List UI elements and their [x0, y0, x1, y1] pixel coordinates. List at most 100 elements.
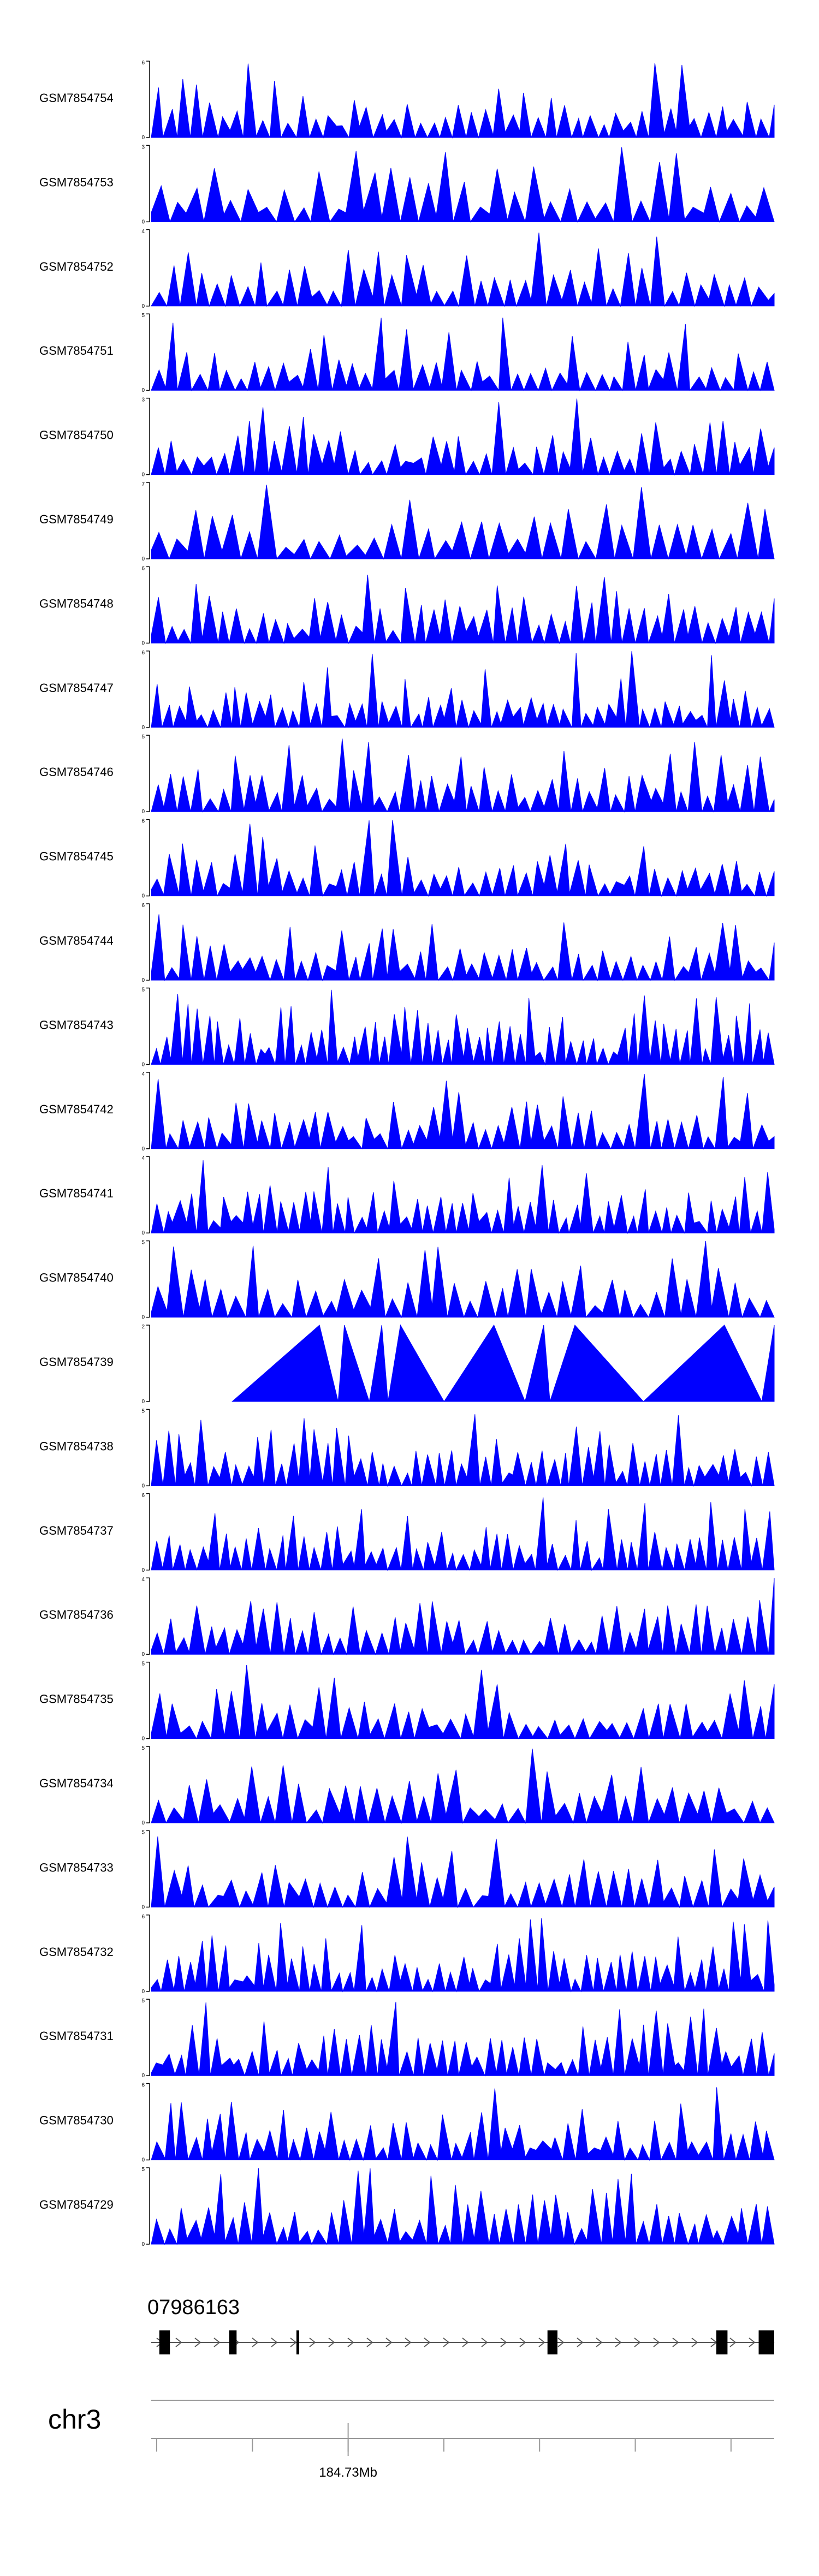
track-label: GSM7854736 — [39, 1608, 114, 1621]
gene-model: 07986163 — [147, 2296, 775, 2354]
y-max-label: 3 — [141, 397, 145, 403]
track-label: GSM7854739 — [39, 1355, 114, 1369]
y-min-label: 0 — [141, 556, 145, 562]
y-max-label: 6 — [141, 650, 145, 656]
strand-arrow — [615, 2338, 622, 2347]
track-label: GSM7854741 — [39, 1186, 114, 1200]
track-GSM7854731: GSM7854731 5 0 — [39, 1998, 775, 2079]
coverage-area — [151, 485, 775, 560]
coverage-area — [151, 1918, 775, 1993]
y-min-label: 0 — [141, 809, 145, 815]
strand-arrow — [519, 2338, 526, 2347]
coverage-area — [151, 575, 775, 645]
strand-arrow — [462, 2338, 469, 2347]
y-max-label: 4 — [141, 229, 145, 235]
y-min-label: 0 — [141, 303, 145, 309]
track-label: GSM7854731 — [39, 2029, 114, 2043]
y-min-label: 0 — [141, 1989, 145, 1995]
track-GSM7854739: GSM7854739 2 0 — [39, 1324, 775, 1405]
track-GSM7854751: GSM7854751 5 0 — [39, 313, 775, 393]
strand-arrow — [366, 2338, 373, 2347]
strand-arrow — [309, 2338, 316, 2347]
coverage-area — [151, 651, 775, 729]
coverage-area — [231, 1324, 775, 1403]
y-max-label: 6 — [141, 819, 145, 825]
track-label: GSM7854751 — [39, 344, 114, 357]
y-min-label: 0 — [141, 1399, 145, 1405]
coverage-area — [151, 232, 775, 307]
track-GSM7854744: GSM7854744 6 0 — [39, 903, 775, 983]
track-GSM7854746: GSM7854746 5 0 — [39, 734, 775, 815]
y-max-label: 4 — [141, 1577, 145, 1583]
track-label: GSM7854747 — [39, 681, 114, 695]
track-GSM7854747: GSM7854747 6 0 — [39, 650, 775, 731]
y-max-label: 2 — [141, 1324, 145, 1330]
coverage-area — [151, 738, 775, 813]
y-min-label: 0 — [141, 1736, 145, 1742]
coverage-area — [151, 1836, 775, 1909]
strand-arrow — [347, 2338, 354, 2347]
y-min-label: 0 — [141, 472, 145, 478]
track-GSM7854730: GSM7854730 6 0 — [39, 2083, 775, 2163]
gene-exon — [229, 2330, 237, 2354]
gene-exon — [159, 2330, 170, 2354]
coverage-area — [151, 63, 775, 139]
track-GSM7854737: GSM7854737 6 0 — [39, 1493, 775, 1573]
track-GSM7854753: GSM7854753 3 0 — [39, 144, 775, 225]
track-label: GSM7854744 — [39, 934, 114, 947]
coverage-area — [151, 398, 775, 476]
chromosome-label: chr3 — [48, 2404, 101, 2435]
y-max-label: 7 — [141, 481, 145, 487]
strand-arrow — [385, 2338, 393, 2347]
y-max-label: 3 — [141, 144, 145, 150]
track-label: GSM7854738 — [39, 1439, 114, 1453]
axis-tick-label: 184.73Mb — [319, 2465, 377, 2480]
coverage-area — [151, 2168, 775, 2245]
track-GSM7854743: GSM7854743 5 0 — [39, 987, 775, 1068]
strand-arrow — [290, 2338, 297, 2347]
track-GSM7854734: GSM7854734 5 0 — [39, 1745, 775, 1826]
track-label: GSM7854745 — [39, 850, 114, 863]
y-min-label: 0 — [141, 1820, 145, 1826]
coverage-area — [151, 318, 775, 392]
strand-arrow — [252, 2338, 259, 2347]
y-max-label: 5 — [141, 1745, 145, 1751]
coverage-area — [151, 2001, 775, 2077]
track-label: GSM7854735 — [39, 1692, 114, 1706]
track-label: GSM7854746 — [39, 765, 114, 779]
track-label: GSM7854743 — [39, 1018, 114, 1031]
y-max-label: 4 — [141, 1155, 145, 1161]
coverage-area — [151, 820, 775, 897]
track-GSM7854738: GSM7854738 5 0 — [39, 1408, 775, 1489]
track-GSM7854752: GSM7854752 4 0 — [39, 229, 775, 309]
y-min-label: 0 — [141, 1567, 145, 1573]
coverage-area — [151, 1414, 775, 1487]
y-min-label: 0 — [141, 2073, 145, 2079]
y-max-label: 5 — [141, 1998, 145, 2004]
strand-arrow — [443, 2338, 450, 2347]
y-min-label: 0 — [141, 1483, 145, 1489]
strand-arrow — [749, 2338, 756, 2347]
track-GSM7854736: GSM7854736 4 0 — [39, 1577, 775, 1657]
track-GSM7854745: GSM7854745 6 0 — [39, 819, 775, 899]
strand-arrow — [596, 2338, 603, 2347]
track-label: GSM7854740 — [39, 1271, 114, 1285]
track-label: GSM7854750 — [39, 428, 114, 442]
track-GSM7854733: GSM7854733 5 0 — [39, 1829, 775, 1910]
y-min-label: 0 — [141, 1062, 145, 1068]
track-label: GSM7854737 — [39, 1524, 114, 1537]
y-max-label: 6 — [141, 1493, 145, 1499]
y-max-label: 5 — [141, 987, 145, 993]
y-min-label: 0 — [141, 893, 145, 899]
track-GSM7854729: GSM7854729 5 0 — [39, 2167, 775, 2247]
coverage-area — [151, 1665, 775, 1740]
y-min-label: 0 — [141, 2241, 145, 2247]
coverage-area — [151, 1160, 775, 1235]
y-max-label: 6 — [141, 903, 145, 909]
y-max-label: 4 — [141, 1071, 145, 1077]
track-GSM7854750: GSM7854750 3 0 — [39, 397, 775, 478]
strand-arrow — [634, 2338, 641, 2347]
strand-arrow — [672, 2338, 679, 2347]
gene-exon — [547, 2330, 557, 2354]
